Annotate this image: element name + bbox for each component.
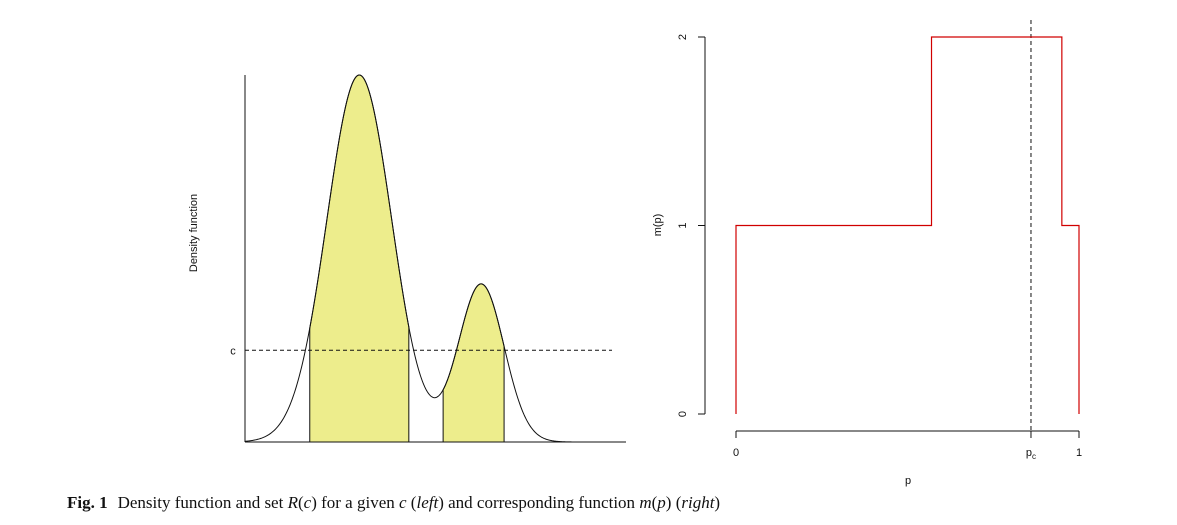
density-curve: [244, 74, 600, 443]
right-y-label: m(p): [652, 214, 664, 237]
caption-paren-1: (: [297, 493, 304, 512]
caption-math-r: R: [287, 493, 298, 512]
shaded-regions: [309, 74, 505, 443]
y-ticks: 0 1 2: [677, 34, 705, 417]
figure-caption: Fig. 1 Density function and set R(c) for …: [67, 493, 1167, 513]
y-tick-label-2: 2: [677, 34, 689, 40]
level-c-label: c: [230, 345, 236, 357]
caption-text-5: (: [671, 493, 682, 512]
caption-math-c: c: [303, 493, 312, 512]
caption-math-c2: c: [399, 493, 407, 512]
caption-label: Fig. 1: [67, 493, 108, 512]
right-x-label: p: [905, 475, 911, 487]
caption-left: left: [416, 493, 439, 512]
caption-paren-4: ): [665, 493, 672, 512]
x-tick-label-1: pc: [1026, 447, 1036, 461]
caption-text-6: ): [714, 493, 721, 512]
caption-paren-3: (: [651, 493, 658, 512]
caption-text-3: (: [406, 493, 417, 512]
x-tick-label-0: 0: [733, 447, 739, 459]
caption-text-4: ) and corresponding function: [438, 493, 640, 512]
caption-right: right: [681, 493, 715, 512]
caption-paren-2: ): [311, 493, 317, 512]
m-step-function-line: [735, 36, 1080, 414]
x-ticks: 0 pc 1: [733, 431, 1082, 461]
y-tick-label-1: 1: [677, 222, 689, 228]
density-plot: c Density function: [188, 74, 626, 443]
caption-math-m: m: [639, 493, 652, 512]
caption-text-1: Density function and set: [117, 493, 288, 512]
y-axis-label: Density function: [188, 194, 200, 272]
shaded-region-2: [442, 283, 505, 443]
m-function-plot: 0 1 2 0 pc 1 m(p) p: [652, 20, 1082, 487]
caption-text-2: for a given: [316, 493, 399, 512]
caption-math-p: p: [657, 493, 666, 512]
x-tick-label-2: 1: [1076, 447, 1082, 459]
shaded-region-1: [309, 74, 410, 443]
y-tick-label-0: 0: [677, 411, 689, 417]
